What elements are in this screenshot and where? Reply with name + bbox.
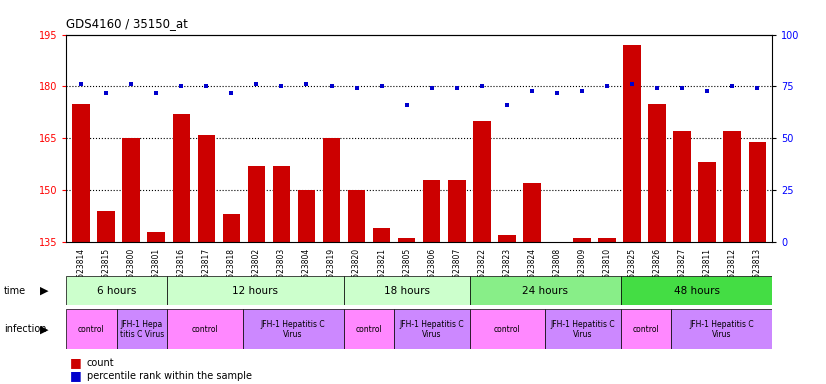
Point — [275, 83, 288, 89]
Bar — [344, 309, 394, 349]
Text: control: control — [78, 325, 105, 334]
Text: control: control — [192, 325, 218, 334]
Point — [725, 83, 738, 89]
Bar — [398, 238, 415, 242]
Text: ▶: ▶ — [40, 324, 48, 334]
Bar — [197, 135, 215, 242]
Point — [425, 85, 439, 91]
Bar — [672, 309, 772, 349]
Bar — [273, 166, 290, 242]
Bar — [243, 309, 344, 349]
Bar — [116, 309, 167, 349]
Bar — [297, 190, 316, 242]
Bar — [248, 166, 265, 242]
Text: infection: infection — [4, 324, 46, 334]
Point — [74, 81, 88, 88]
Bar — [66, 276, 167, 305]
Bar — [648, 104, 666, 242]
Text: 6 hours: 6 hours — [97, 286, 136, 296]
Text: control: control — [633, 325, 660, 334]
Point — [475, 83, 488, 89]
Text: control: control — [494, 325, 521, 334]
Bar — [167, 276, 344, 305]
Bar — [423, 180, 440, 242]
Text: 24 hours: 24 hours — [522, 286, 568, 296]
Bar — [373, 228, 391, 242]
Point — [375, 83, 388, 89]
Bar — [173, 114, 190, 242]
Text: ▶: ▶ — [40, 286, 48, 296]
Bar — [573, 238, 591, 242]
Bar — [73, 104, 90, 242]
Bar — [122, 138, 140, 242]
Point — [625, 81, 638, 88]
Point — [525, 88, 539, 94]
Point — [576, 88, 589, 94]
Bar — [323, 138, 340, 242]
Bar — [624, 45, 641, 242]
Text: JFH-1 Hepatitis C
Virus: JFH-1 Hepatitis C Virus — [690, 319, 754, 339]
Text: JFH-1 Hepatitis C
Virus: JFH-1 Hepatitis C Virus — [261, 319, 325, 339]
Point — [325, 83, 338, 89]
Bar — [473, 121, 491, 242]
Text: control: control — [355, 325, 382, 334]
Bar — [699, 162, 716, 242]
Point — [550, 89, 563, 96]
Point — [125, 81, 138, 88]
Text: JFH-1 Hepatitis C
Virus: JFH-1 Hepatitis C Virus — [551, 319, 615, 339]
Bar — [545, 309, 621, 349]
Bar — [724, 131, 741, 242]
Point — [249, 81, 263, 88]
Text: GDS4160 / 35150_at: GDS4160 / 35150_at — [66, 17, 188, 30]
Bar — [394, 309, 470, 349]
Point — [700, 88, 714, 94]
Text: percentile rank within the sample: percentile rank within the sample — [87, 371, 252, 381]
Point — [676, 85, 689, 91]
Text: ■: ■ — [70, 356, 82, 369]
Text: 18 hours: 18 hours — [383, 286, 430, 296]
Bar — [344, 276, 470, 305]
Point — [751, 85, 764, 91]
Bar — [97, 211, 115, 242]
Bar — [748, 142, 766, 242]
Bar — [148, 232, 165, 242]
Point — [225, 89, 238, 96]
Bar — [673, 131, 691, 242]
Bar — [167, 309, 243, 349]
Point — [501, 102, 514, 108]
Point — [601, 83, 614, 89]
Bar — [621, 309, 672, 349]
Text: count: count — [87, 358, 114, 368]
Text: JFH-1 Hepatitis C
Virus: JFH-1 Hepatitis C Virus — [400, 319, 464, 339]
Point — [300, 81, 313, 88]
Point — [350, 85, 363, 91]
Point — [200, 83, 213, 89]
Bar — [348, 190, 365, 242]
Bar — [598, 238, 616, 242]
Text: 12 hours: 12 hours — [232, 286, 278, 296]
Point — [100, 89, 113, 96]
Bar — [523, 183, 541, 242]
Text: ■: ■ — [70, 369, 82, 382]
Point — [174, 83, 188, 89]
Bar — [470, 276, 621, 305]
Bar — [498, 235, 515, 242]
Point — [400, 102, 413, 108]
Text: time: time — [4, 286, 26, 296]
Bar — [222, 214, 240, 242]
Bar — [621, 276, 772, 305]
Point — [150, 89, 163, 96]
Text: JFH-1 Hepa
titis C Virus: JFH-1 Hepa titis C Virus — [120, 319, 164, 339]
Bar — [66, 309, 116, 349]
Point — [450, 85, 463, 91]
Text: 48 hours: 48 hours — [674, 286, 719, 296]
Bar — [448, 180, 466, 242]
Point — [651, 85, 664, 91]
Bar — [470, 309, 545, 349]
